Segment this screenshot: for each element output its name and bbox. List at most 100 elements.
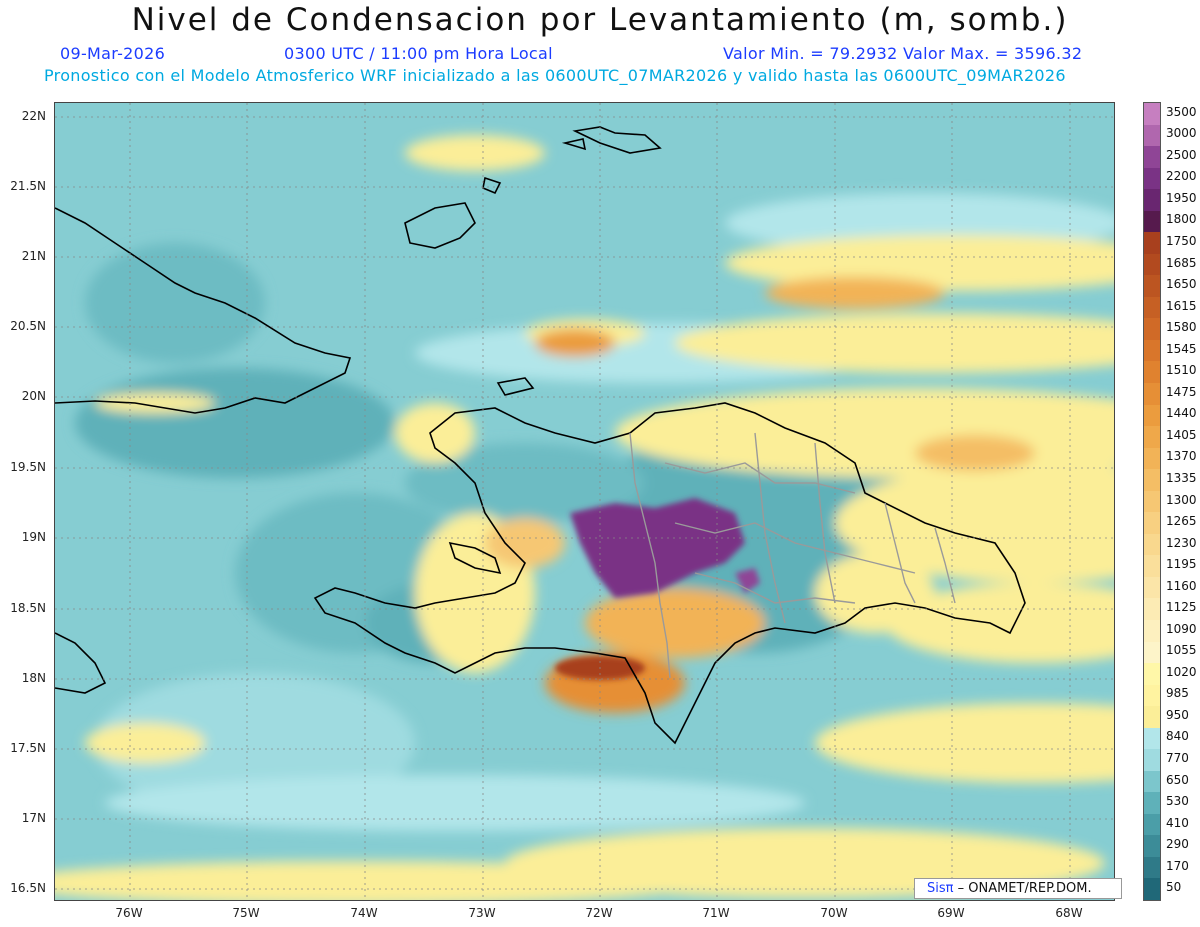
legend-label: 1160 bbox=[1166, 578, 1197, 593]
legend-label: 1335 bbox=[1166, 470, 1197, 485]
legend-swatch bbox=[1144, 210, 1160, 233]
model-info: Pronostico con el Modelo Atmosferico WRF… bbox=[44, 66, 1066, 85]
legend-label: 770 bbox=[1166, 750, 1189, 765]
legend-swatch bbox=[1144, 426, 1160, 449]
legend-swatch bbox=[1144, 469, 1160, 492]
legend-swatch bbox=[1144, 339, 1160, 362]
lon-label-69w: 69W bbox=[937, 906, 965, 920]
legend-swatch bbox=[1144, 878, 1160, 901]
legend-label: 3000 bbox=[1166, 126, 1197, 141]
legend-swatch bbox=[1144, 318, 1160, 341]
legend-swatch bbox=[1144, 770, 1160, 793]
legend-label: 2200 bbox=[1166, 169, 1197, 184]
legend-label: 50 bbox=[1166, 880, 1182, 895]
legend-swatch bbox=[1144, 727, 1160, 750]
legend-label: 1055 bbox=[1166, 643, 1197, 658]
lon-label-73w: 73W bbox=[468, 906, 496, 920]
legend-label: 1195 bbox=[1166, 557, 1197, 572]
legend-swatch bbox=[1144, 555, 1160, 578]
legend-label: 1230 bbox=[1166, 535, 1197, 550]
legend-swatch bbox=[1144, 576, 1160, 599]
legend-swatch bbox=[1144, 706, 1160, 729]
legend-swatch bbox=[1144, 813, 1160, 836]
lat-label-17n: 17N bbox=[21, 811, 46, 825]
legend-label: 1650 bbox=[1166, 277, 1197, 292]
legend-swatch bbox=[1144, 749, 1160, 772]
credit-text: – ONAMET/REP.DOM. bbox=[953, 881, 1092, 896]
graticule bbox=[55, 103, 1114, 900]
legend-swatch bbox=[1144, 275, 1160, 298]
legend-label: 170 bbox=[1166, 858, 1189, 873]
legend-label: 1020 bbox=[1166, 664, 1197, 679]
legend-swatch bbox=[1144, 404, 1160, 427]
lat-label-19n: 19N bbox=[21, 530, 46, 544]
legend-label: 1685 bbox=[1166, 255, 1197, 270]
lon-label-75w: 75W bbox=[232, 906, 260, 920]
legend-swatch bbox=[1144, 383, 1160, 406]
legend-swatch bbox=[1144, 189, 1160, 212]
legend-label: 1440 bbox=[1166, 406, 1197, 421]
legend-swatch bbox=[1144, 663, 1160, 686]
legend-swatch bbox=[1144, 232, 1160, 255]
legend-label: 3500 bbox=[1166, 104, 1197, 119]
legend-label: 1370 bbox=[1166, 449, 1197, 464]
chart-title: Nivel de Condensacion por Levantamiento … bbox=[131, 2, 1069, 38]
legend-swatch bbox=[1144, 146, 1160, 169]
legend-swatch bbox=[1144, 792, 1160, 815]
credit-box: Sisπ – ONAMET/REP.DOM. bbox=[914, 878, 1122, 899]
legend-label: 650 bbox=[1166, 772, 1189, 787]
legend-label: 1405 bbox=[1166, 427, 1197, 442]
legend-swatch bbox=[1144, 490, 1160, 513]
province-borders bbox=[629, 432, 956, 679]
legend-label: 1800 bbox=[1166, 212, 1197, 227]
legend-label: 1265 bbox=[1166, 514, 1197, 529]
lon-label-68w: 68W bbox=[1055, 906, 1083, 920]
lat-label-21-5n: 21.5N bbox=[10, 179, 46, 193]
lon-label-74w: 74W bbox=[350, 906, 378, 920]
legend-label: 1090 bbox=[1166, 621, 1197, 636]
lat-label-18n: 18N bbox=[21, 671, 46, 685]
legend-label: 1750 bbox=[1166, 234, 1197, 248]
legend-swatch bbox=[1144, 533, 1160, 556]
lat-label-20-5n: 20.5N bbox=[10, 319, 46, 333]
legend-label: 1950 bbox=[1166, 190, 1197, 205]
legend-label: 1300 bbox=[1166, 492, 1197, 507]
lat-label-20n: 20N bbox=[21, 389, 46, 403]
legend-label: 1125 bbox=[1166, 600, 1197, 615]
lat-label-17-5n: 17.5N bbox=[10, 741, 46, 755]
lat-label-22n: 22N bbox=[21, 109, 46, 123]
legend-swatch bbox=[1144, 103, 1160, 126]
lat-label-16-5n: 16.5N bbox=[10, 881, 46, 895]
coastlines bbox=[55, 126, 1026, 745]
map-panel bbox=[54, 102, 1115, 901]
legend-label: 2500 bbox=[1166, 147, 1197, 162]
value-range: Valor Min. = 79.2932 Valor Max. = 3596.3… bbox=[723, 44, 1083, 63]
legend-label: 1475 bbox=[1166, 384, 1197, 399]
legend-swatch bbox=[1144, 447, 1160, 470]
forecast-time: 0300 UTC / 11:00 pm Hora Local bbox=[284, 44, 553, 63]
legend-label: 410 bbox=[1166, 815, 1189, 830]
legend-swatch bbox=[1144, 361, 1160, 384]
lat-label-19-5n: 19.5N bbox=[10, 460, 46, 474]
legend-label: 290 bbox=[1166, 837, 1189, 852]
legend-swatch bbox=[1144, 619, 1160, 642]
lcl-field-map bbox=[55, 103, 1114, 900]
legend-swatch bbox=[1144, 253, 1160, 276]
legend-label: 1615 bbox=[1166, 298, 1197, 313]
color-legend bbox=[1143, 102, 1161, 901]
lon-label-76w: 76W bbox=[115, 906, 143, 920]
legend-swatch bbox=[1144, 296, 1160, 319]
legend-label: 950 bbox=[1166, 707, 1189, 722]
legend-label: 840 bbox=[1166, 729, 1189, 744]
legend-label: 1510 bbox=[1166, 363, 1197, 378]
legend-swatch bbox=[1144, 835, 1160, 858]
legend-label: 530 bbox=[1166, 794, 1189, 809]
lon-label-70w: 70W bbox=[820, 906, 848, 920]
legend-swatch bbox=[1144, 512, 1160, 535]
lon-label-71w: 71W bbox=[702, 906, 730, 920]
legend-swatch bbox=[1144, 856, 1160, 879]
legend-label: 985 bbox=[1166, 686, 1189, 701]
legend-swatch bbox=[1144, 598, 1160, 621]
legend-label: 1545 bbox=[1166, 341, 1197, 356]
legend-swatch bbox=[1144, 124, 1160, 147]
